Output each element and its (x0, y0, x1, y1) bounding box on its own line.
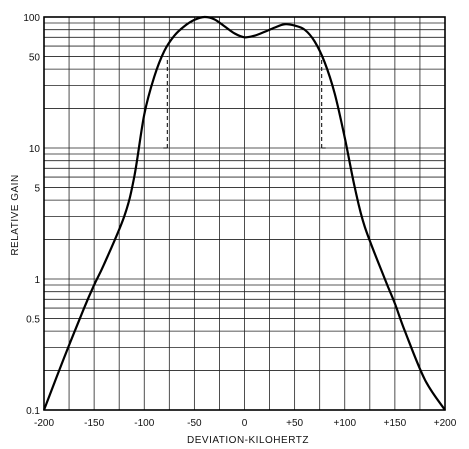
x-tick-label: +50 (286, 418, 303, 429)
x-tick-labels: -200 -150 -100 -50 0 +50 +100 +150 +200 (34, 418, 457, 429)
x-tick-label: -50 (187, 418, 202, 429)
plot-frame (43, 16, 446, 411)
y-axis-label: RELATIVE GAIN (10, 174, 21, 255)
grid (43, 16, 446, 411)
y-tick-label: 10 (29, 144, 41, 155)
x-tick-label: +200 (434, 418, 457, 429)
series-layer (42, 15, 446, 411)
plot-border (43, 16, 446, 411)
reference-lines (161, 56, 328, 149)
y-tick-labels: 100 50 10 5 1 0.5 0.1 (23, 13, 40, 417)
x-tick-label: -150 (84, 418, 104, 429)
x-tick-label: +150 (384, 418, 407, 429)
y-tick-label: 0.1 (26, 406, 40, 417)
y-tick-label: 1 (34, 275, 40, 286)
gain-curve (42, 15, 446, 411)
x-axis-label: DEVIATION-KILOHERTZ (187, 435, 309, 446)
x-tick-label: +100 (333, 418, 356, 429)
y-tick-label: 100 (23, 13, 40, 24)
y-tick-label: 50 (29, 52, 41, 63)
x-tick-label: 0 (242, 418, 248, 429)
y-tick-label: 5 (34, 183, 40, 194)
x-tick-label: -100 (134, 418, 154, 429)
y-tick-label: 0.5 (26, 314, 40, 325)
x-tick-label: -200 (34, 418, 54, 429)
